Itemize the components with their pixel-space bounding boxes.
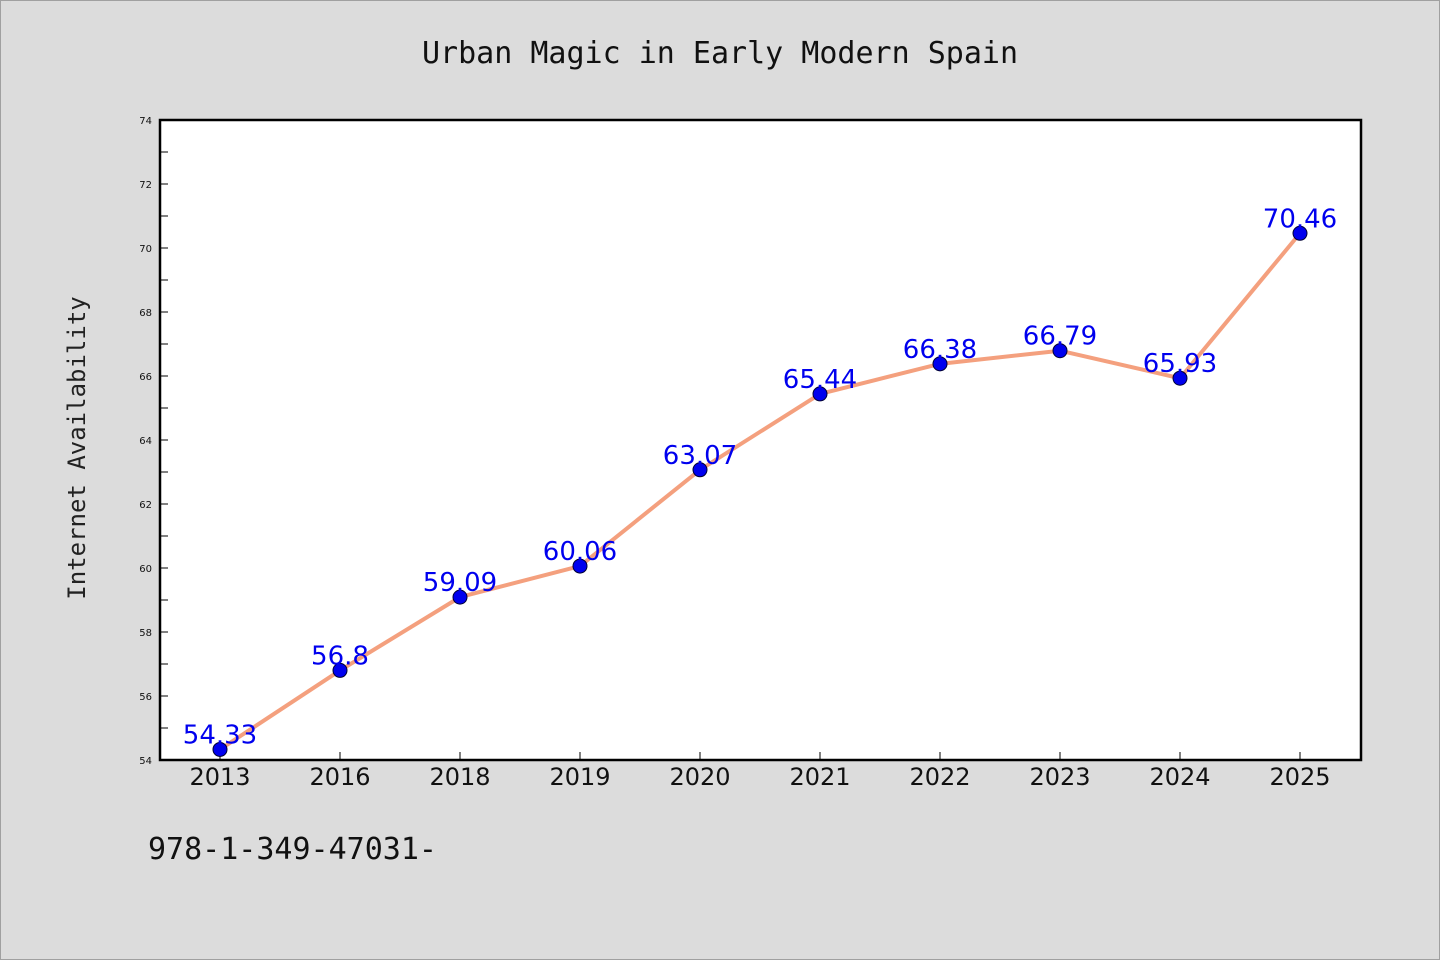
data-point <box>332 662 348 678</box>
data-label: 60.06 <box>543 537 617 567</box>
data-label: 59.09 <box>423 568 497 598</box>
plot-border <box>158 118 1363 762</box>
y-tick-label: 54 <box>139 756 152 767</box>
data-point <box>1172 370 1188 386</box>
data-label: 54.33 <box>183 720 257 750</box>
data-label: 66.79 <box>1023 322 1097 352</box>
x-tick-label: 2024 <box>1149 763 1210 791</box>
y-tick-label: 56 <box>139 692 152 703</box>
data-label: 65.44 <box>783 365 857 395</box>
data-label: 63.07 <box>663 441 737 471</box>
data-point <box>932 356 948 372</box>
x-tick-label: 2018 <box>429 763 490 791</box>
data-point <box>1052 343 1068 359</box>
x-tick-label: 2025 <box>1269 763 1330 791</box>
data-point <box>1292 225 1308 241</box>
data-point <box>692 462 708 478</box>
x-tick-label: 2020 <box>669 763 730 791</box>
data-label: 65.93 <box>1143 349 1217 379</box>
data-labels: 54.33 56.8 59.09 60.06 63.07 65.44 66.38 66.79 6… <box>183 204 1337 750</box>
data-point <box>812 386 828 402</box>
y-tick-label: 68 <box>139 308 152 319</box>
data-label: 66.38 <box>903 335 977 365</box>
data-point <box>452 589 468 605</box>
y-tick-label: 74 <box>139 116 152 127</box>
data-label: 70.46 <box>1263 204 1337 234</box>
x-tick-label: 2023 <box>1029 763 1090 791</box>
y-axis: 54 56 58 60 62 64 66 68 70 72 74 <box>139 116 168 767</box>
y-tick-label: 58 <box>139 628 152 639</box>
y-tick-label: 66 <box>139 372 152 383</box>
data-point <box>212 741 228 757</box>
x-tick-label: 2016 <box>309 763 370 791</box>
series-line-group <box>218 231 1302 752</box>
y-tick-label: 72 <box>139 180 152 191</box>
x-tick-label: 2022 <box>909 763 970 791</box>
y-tick-label: 62 <box>139 500 152 511</box>
y-tick-label: 70 <box>139 244 152 255</box>
y-tick-label: 64 <box>139 436 152 447</box>
data-point <box>572 558 588 574</box>
y-tick-label: 60 <box>139 564 152 575</box>
y-axis-label: Internet Availability <box>63 296 91 599</box>
chart-title: Urban Magic in Early Modern Spain <box>422 36 1018 71</box>
x-axis: 2013 2016 2018 2019 2020 2021 2022 2023 2024 2025 <box>189 752 1331 791</box>
data-points <box>212 225 1308 757</box>
plot-area <box>160 120 1361 760</box>
data-label: 56.8 <box>311 641 369 671</box>
footer-text: 978-1-349-47031- <box>148 832 437 867</box>
x-tick-label: 2019 <box>549 763 610 791</box>
x-tick-label: 2021 <box>789 763 850 791</box>
series-line <box>218 231 1302 752</box>
x-tick-label: 2013 <box>189 763 250 791</box>
